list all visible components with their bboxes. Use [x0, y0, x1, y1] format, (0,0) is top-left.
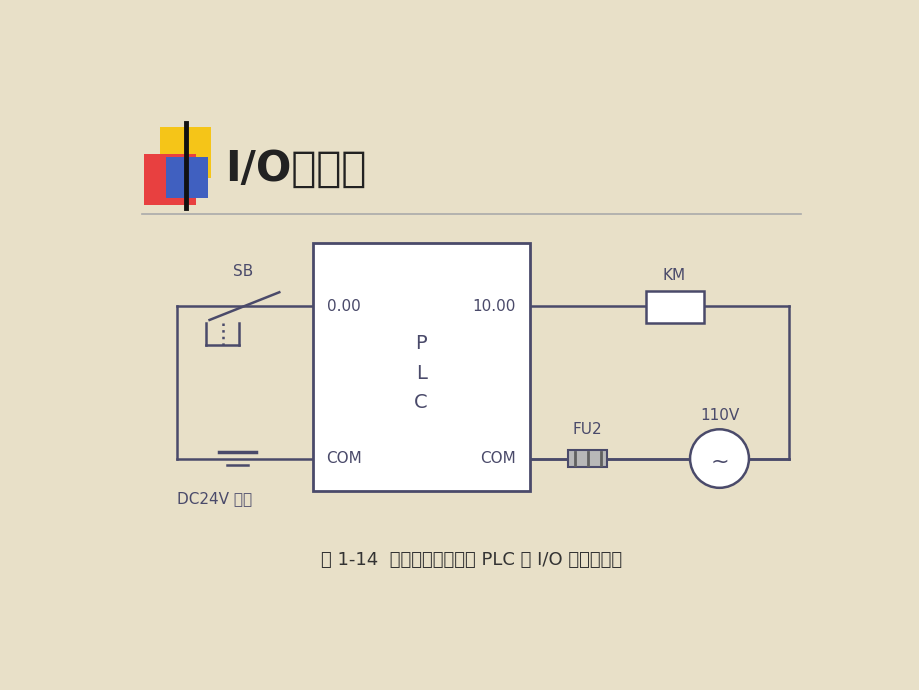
Bar [160, 127, 210, 177]
Text: DC24V 电源: DC24V 电源 [176, 491, 252, 506]
Bar [166, 157, 208, 198]
Bar [645, 290, 703, 323]
Text: C: C [414, 393, 427, 412]
Bar [144, 155, 196, 205]
Text: KM: KM [663, 268, 686, 283]
Text: ~: ~ [709, 452, 728, 472]
Text: COM: COM [326, 451, 362, 466]
Text: COM: COM [480, 451, 516, 466]
Text: 110V: 110V [699, 408, 738, 423]
Text: SB: SB [233, 264, 253, 279]
Text: P: P [414, 335, 426, 353]
Circle shape [689, 429, 748, 488]
Text: 10.00: 10.00 [471, 299, 516, 313]
Text: 图 1-14  电动机的点动运行 PLC 的 I/O 硬件接线图: 图 1-14 电动机的点动运行 PLC 的 I/O 硬件接线图 [321, 551, 621, 569]
Text: L: L [415, 364, 426, 382]
Bar [312, 243, 529, 491]
Text: I/O接线图: I/O接线图 [225, 148, 366, 190]
Text: 0.00: 0.00 [326, 299, 360, 313]
Text: FU2: FU2 [573, 422, 602, 437]
Bar [568, 450, 607, 467]
